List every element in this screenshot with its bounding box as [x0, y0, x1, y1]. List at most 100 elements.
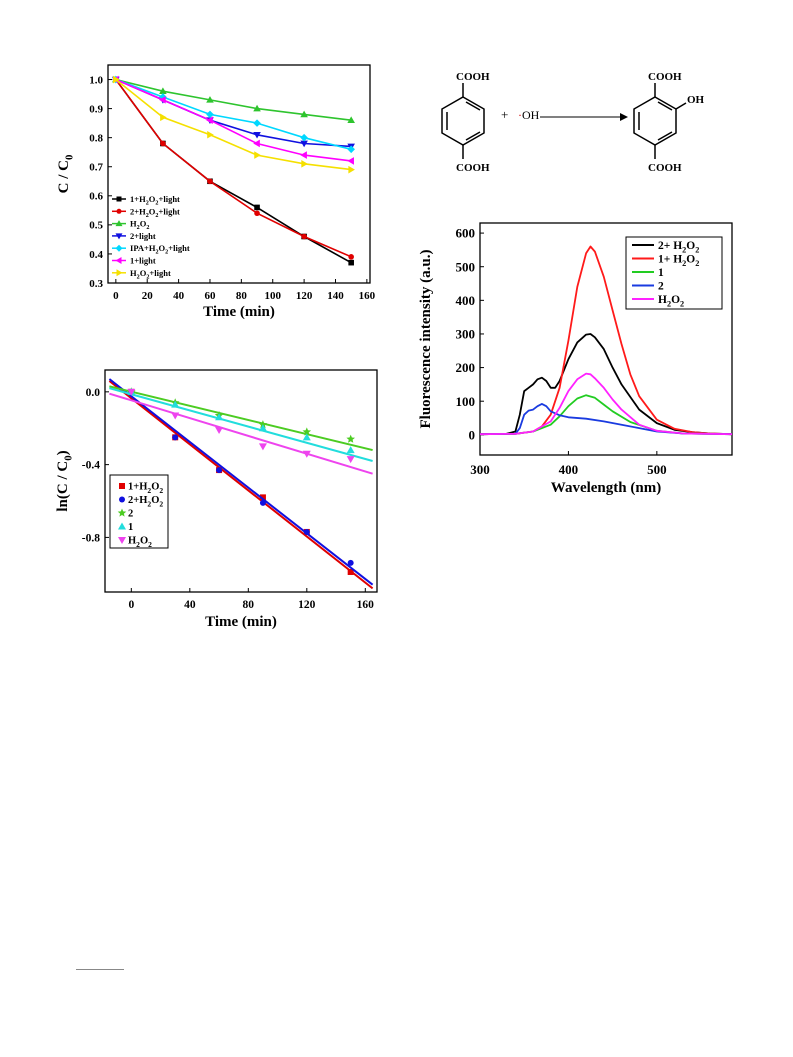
data-point [346, 434, 355, 443]
series-line [115, 78, 352, 171]
data-point [347, 116, 355, 124]
data-point [302, 450, 311, 458]
y-tick-label: 0.3 [89, 278, 103, 290]
legend-label: 1 [128, 522, 133, 533]
series-line [115, 78, 352, 148]
data-point [259, 494, 266, 501]
series-2+ H2O2 [479, 333, 733, 436]
legend-marker [115, 233, 123, 240]
y-tick-label: 200 [456, 360, 476, 375]
data-point [172, 434, 179, 441]
fluorescence-chart-svg: 300 400 500 0 100 200 300 400 500 600 Wavelength (… [418, 222, 733, 496]
legend-label: H2O2 [128, 536, 152, 549]
legend-label: 1+light [130, 255, 156, 265]
legend-label: 2 [658, 281, 664, 293]
data-point [300, 110, 308, 118]
y-tick-label: 0 [469, 427, 476, 442]
x-tick-label: 60 [204, 290, 216, 302]
data-point [346, 446, 355, 454]
reactant-cooh-top: COOH [456, 71, 490, 83]
series-H2O2 [112, 75, 355, 124]
product-cooh-top: COOH [648, 71, 682, 83]
legend-label: 1 [658, 267, 664, 279]
series-H2O2 [479, 372, 733, 436]
x-axis-label: Wavelength (nm) [551, 480, 661, 496]
x-tick-label: 40 [173, 290, 185, 302]
legend-marker [116, 208, 122, 214]
data-point [206, 116, 213, 125]
legend-label: H2O2+light [130, 268, 171, 281]
data-point [302, 427, 312, 436]
data-point [301, 160, 308, 168]
legend-label: IPA+H2O2+light [130, 243, 190, 256]
data-point [347, 568, 354, 575]
x-axis-label: Time (min) [205, 614, 277, 630]
data-point [171, 400, 180, 408]
series-H2O2 [109, 388, 373, 475]
series-1 [109, 387, 373, 462]
hydroxyterephthalic-acid-structure [633, 83, 687, 159]
legend-marker [116, 196, 122, 202]
kinetics-chart: 0 20 40 60 80 100 120 140 160 0.3 0.4 0.5 0.6 0.7 0.8 0… [50, 55, 380, 345]
data-point [346, 456, 355, 464]
series-1+light [112, 75, 354, 165]
x-tick-label: 80 [243, 599, 255, 611]
legend-marker [115, 220, 123, 227]
y-axis-label: Fluorescence intensity (a.u.) [418, 249, 434, 428]
reaction-scheme-svg: COOH COOH + ·OH COOH OH COOH [441, 71, 705, 174]
data-point [253, 139, 260, 148]
legend-label: 1+H2O2 [128, 482, 163, 495]
fit-line [108, 380, 374, 590]
data-point [259, 499, 266, 506]
legend-marker [119, 496, 125, 503]
legend-label: 2+H2O2 [128, 495, 163, 508]
data-point [347, 145, 355, 154]
x-tick-label: 400 [559, 462, 579, 477]
x-tick-label: 120 [298, 599, 316, 611]
data-point [253, 104, 261, 112]
reaction-arrow [540, 113, 628, 121]
y-tick-label: 600 [456, 226, 476, 241]
series-line [115, 78, 352, 162]
legend-label: 2+H2O2+light [130, 206, 180, 219]
series-1 [479, 394, 733, 436]
x-tick-label: 300 [470, 462, 490, 477]
data-point [127, 388, 136, 396]
y-tick-label: 0.7 [89, 162, 103, 174]
y-tick-label: 0.6 [89, 191, 103, 203]
series-1+ H2O2 [479, 245, 733, 436]
y-tick-label: 0.5 [89, 220, 103, 232]
data-point [301, 233, 307, 240]
ln-kinetics-chart-svg: 0 40 80 120 160 0.0 -0.4 -0.8 Time (min) ln(C / C… [55, 369, 378, 630]
legend-label: 1+H2O2+light [130, 194, 180, 207]
data-point [254, 210, 260, 217]
data-point [302, 433, 311, 441]
data-point [160, 113, 167, 122]
fluorescence-chart: 300 400 500 0 100 200 300 400 500 600 Wavelength (… [410, 215, 740, 515]
data-point [215, 413, 224, 421]
data-point [207, 178, 213, 185]
data-point [207, 130, 214, 139]
x-tick-label: 0 [113, 290, 119, 302]
legend-marker [115, 244, 123, 252]
x-tick-label: 140 [327, 290, 344, 302]
data-point [253, 131, 261, 139]
plus-sign: + [501, 107, 508, 122]
y-tick-label: -0.4 [82, 460, 100, 472]
y-tick-label: -0.8 [82, 532, 100, 544]
series-line [115, 79, 352, 258]
plot-frame [479, 222, 733, 456]
x-tick-label: 160 [357, 599, 375, 611]
data-point [347, 559, 354, 566]
fit-line [108, 378, 374, 586]
data-point [258, 420, 268, 429]
data-point [300, 140, 308, 148]
data-point [113, 75, 120, 84]
y-tick-label: 0.4 [89, 249, 103, 261]
fit-line [109, 387, 373, 462]
terephthalic-acid-structure [441, 83, 485, 159]
fit-line [109, 392, 373, 475]
legend-label: H2O2 [658, 294, 684, 308]
data-point [254, 151, 261, 159]
